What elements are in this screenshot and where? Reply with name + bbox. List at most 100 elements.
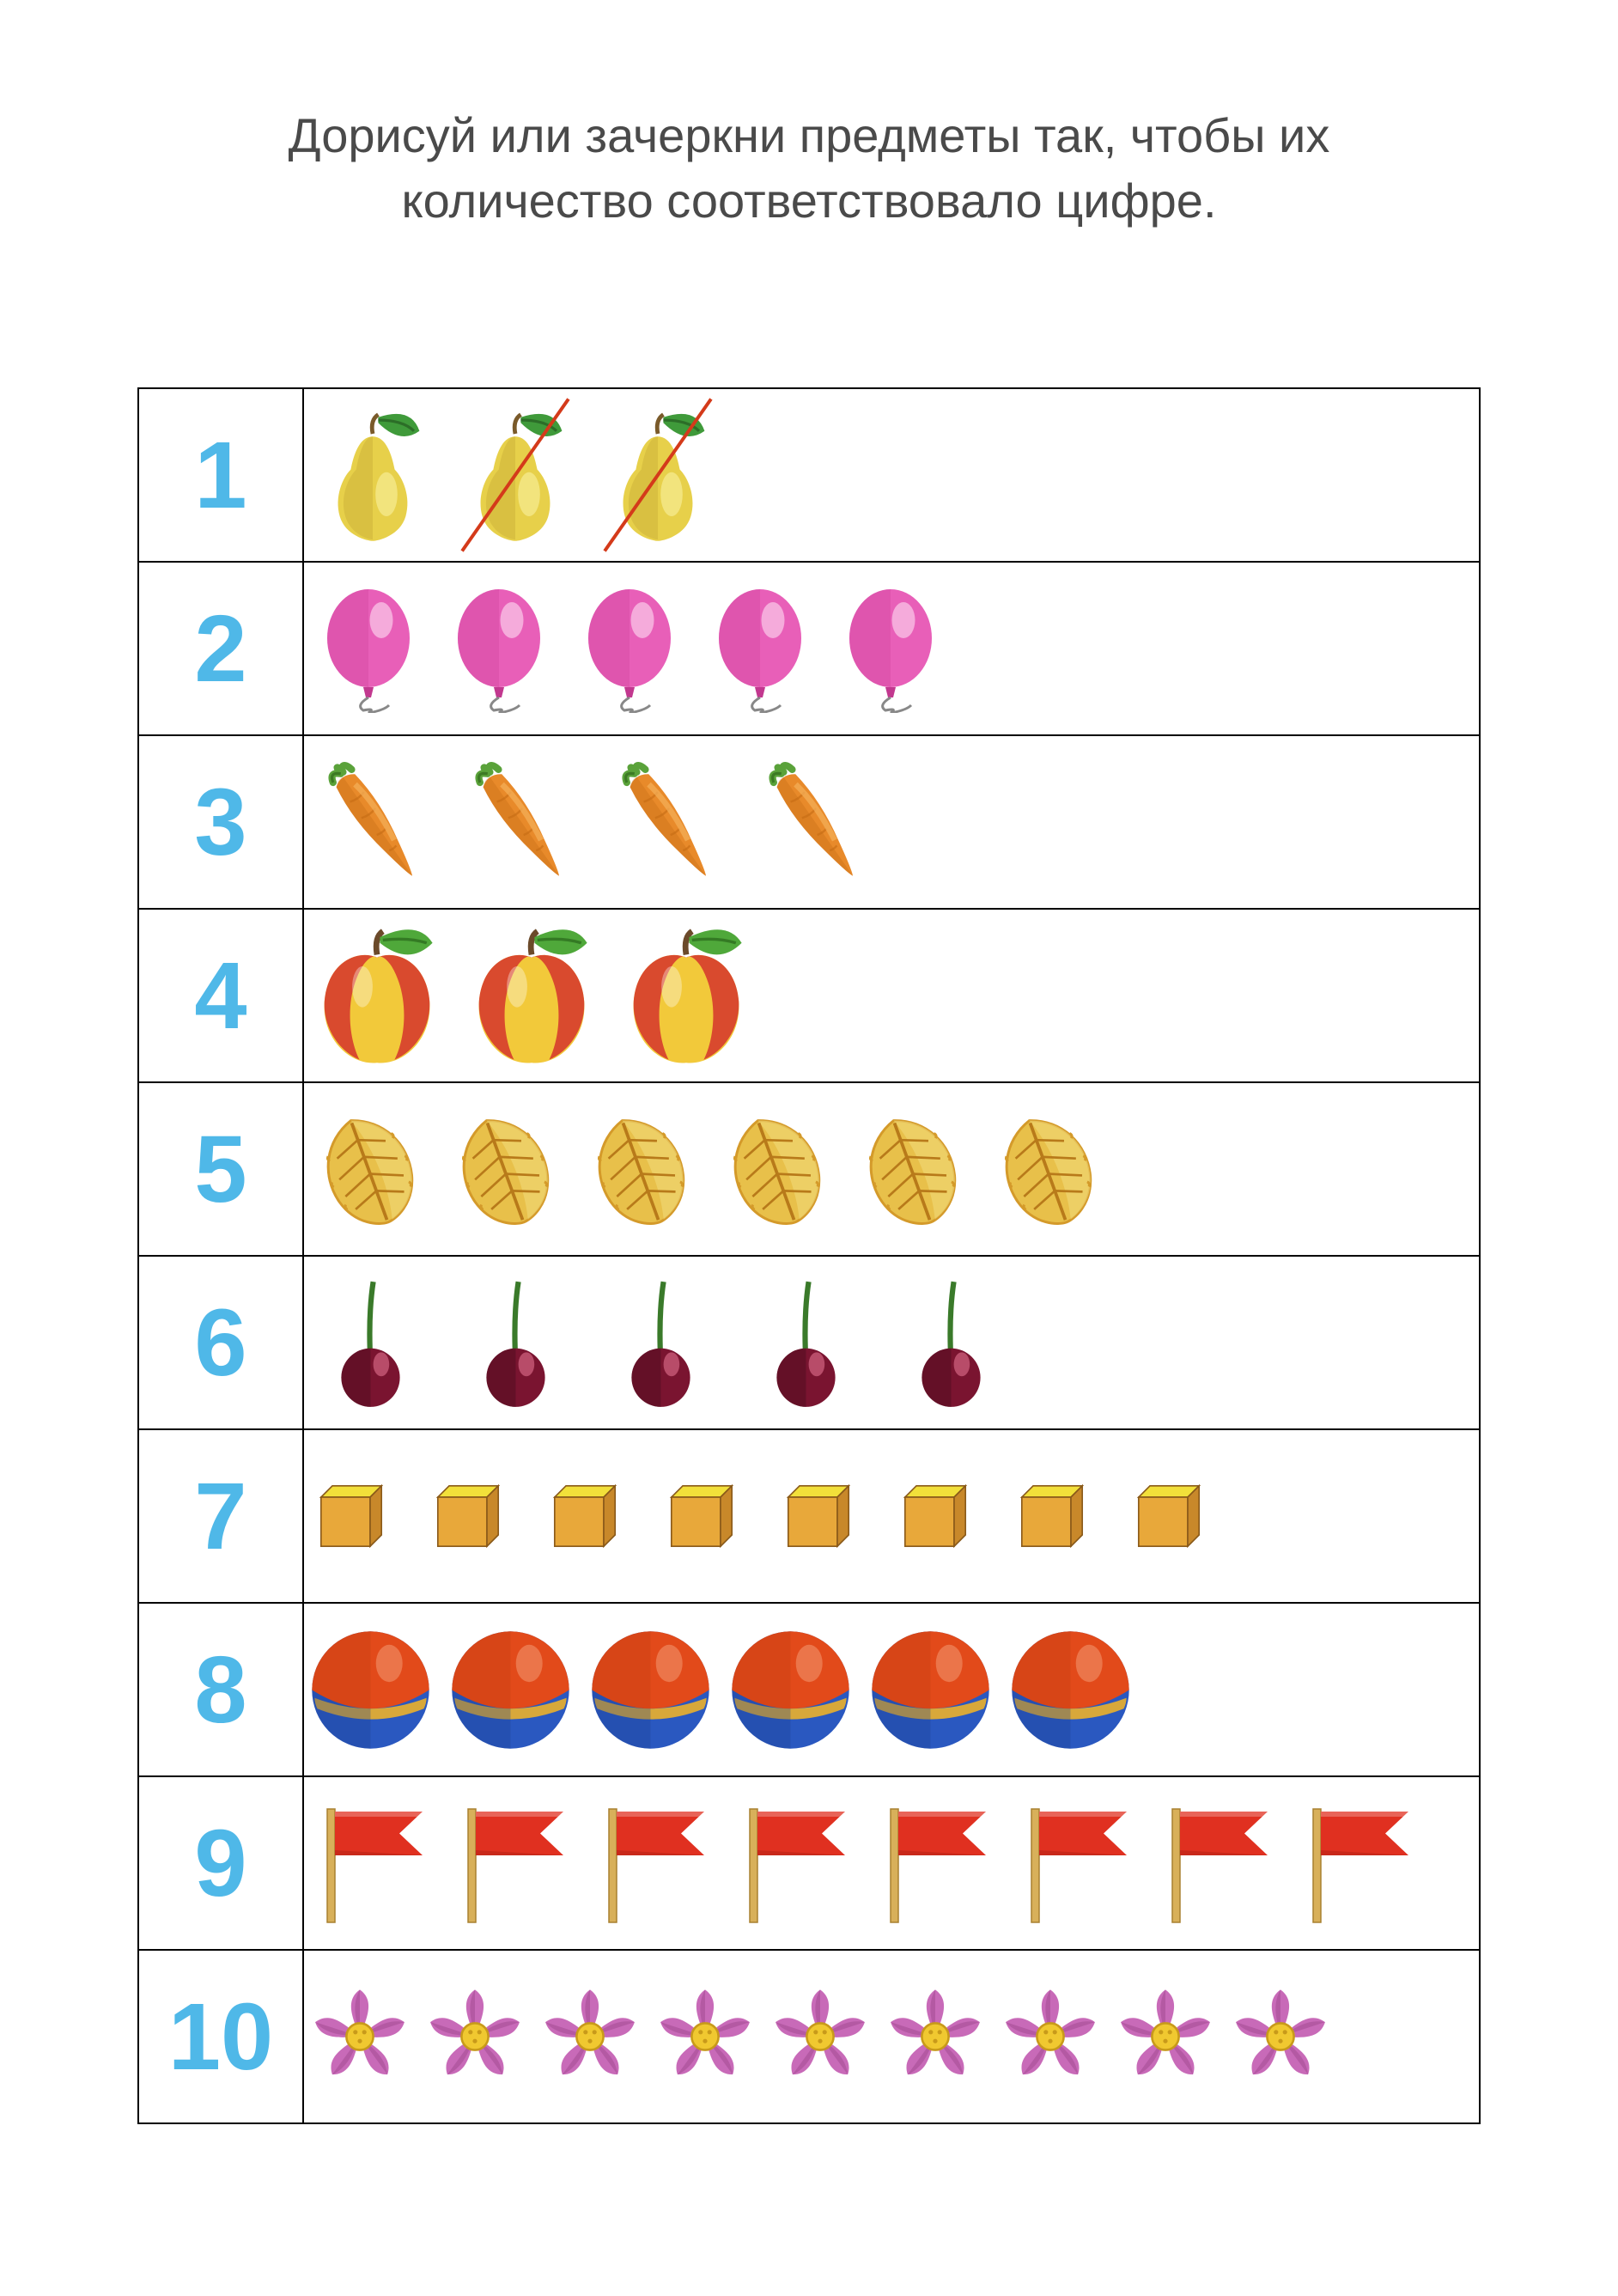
items-cell [303, 388, 1480, 562]
row-number: 10 [168, 1984, 273, 2090]
items-cell [303, 1776, 1480, 1950]
row-number: 5 [194, 1117, 246, 1222]
cube-icon [421, 1469, 515, 1563]
flower-icon [649, 1981, 761, 2092]
items-row [304, 1623, 1479, 1757]
items-cell [303, 735, 1480, 909]
cherry-icon [449, 1276, 582, 1410]
row-number: 6 [194, 1290, 246, 1396]
items-row [304, 584, 1479, 713]
flower-icon [534, 1981, 646, 2092]
instruction-line-1: Дорисуй или зачеркни предметы так, чтобы… [289, 108, 1330, 162]
items-row [304, 1799, 1479, 1928]
items-row [304, 1105, 1479, 1233]
carrot-icon [745, 752, 886, 893]
flower-icon [995, 1981, 1106, 2092]
pear-icon [589, 406, 727, 544]
apple-icon [613, 923, 759, 1069]
cherry-icon [739, 1276, 873, 1410]
flower-icon [879, 1981, 991, 2092]
instruction-text: Дорисуй или зачеркни предметы так, чтобы… [137, 103, 1481, 233]
pear-icon [447, 406, 584, 544]
number-cell: 1 [138, 388, 303, 562]
items-cell [303, 1950, 1480, 2123]
carrot-icon [598, 752, 739, 893]
cube-icon [304, 1469, 398, 1563]
ball-icon [444, 1623, 577, 1757]
number-cell: 5 [138, 1082, 303, 1256]
apple-icon [459, 923, 605, 1069]
items-cell [303, 909, 1480, 1082]
row-number: 7 [194, 1464, 246, 1569]
table-row: 7 [138, 1429, 1480, 1603]
cube-icon [888, 1469, 982, 1563]
items-row [304, 752, 1479, 893]
row-number: 3 [194, 770, 246, 875]
flower-icon [419, 1981, 531, 2092]
table-row: 3 [138, 735, 1480, 909]
balloon-icon [435, 584, 563, 713]
number-cell: 3 [138, 735, 303, 909]
carrot-icon [451, 752, 593, 893]
balloon-icon [696, 584, 824, 713]
items-cell [303, 1429, 1480, 1603]
ball-icon [1004, 1623, 1137, 1757]
worksheet-table: 1 2 [137, 387, 1481, 2124]
instruction-line-2: количество соответствовало цифре. [401, 174, 1216, 228]
leaf-icon [982, 1105, 1111, 1233]
flag-icon [304, 1799, 433, 1928]
row-number: 8 [194, 1637, 246, 1743]
cube-icon [1005, 1469, 1099, 1563]
cherry-icon [594, 1276, 727, 1410]
cube-icon [771, 1469, 866, 1563]
items-row [304, 1469, 1479, 1563]
ball-icon [304, 1623, 437, 1757]
items-row [304, 1276, 1479, 1410]
worksheet-page: Дорисуй или зачеркни предметы так, чтобы… [0, 0, 1618, 2296]
cube-icon [654, 1469, 749, 1563]
row-number: 2 [194, 596, 246, 702]
row-number: 9 [194, 1811, 246, 1916]
items-row [304, 1981, 1479, 2092]
table-row: 1 [138, 388, 1480, 562]
row-number: 4 [194, 943, 246, 1049]
flag-icon [445, 1799, 574, 1928]
cherry-icon [304, 1276, 437, 1410]
flag-icon [1008, 1799, 1137, 1928]
number-cell: 10 [138, 1950, 303, 2123]
items-cell [303, 562, 1480, 735]
apple-icon [304, 923, 450, 1069]
number-cell: 2 [138, 562, 303, 735]
cube-icon [1122, 1469, 1216, 1563]
balloon-icon [826, 584, 955, 713]
cube-icon [538, 1469, 632, 1563]
leaf-icon [575, 1105, 704, 1233]
flag-icon [586, 1799, 715, 1928]
balloon-icon [304, 584, 433, 713]
number-cell: 4 [138, 909, 303, 1082]
table-row: 5 [138, 1082, 1480, 1256]
flower-icon [304, 1981, 416, 2092]
items-row [304, 406, 1479, 544]
flag-icon [727, 1799, 855, 1928]
cherry-icon [885, 1276, 1018, 1410]
items-row [304, 923, 1479, 1069]
items-cell [303, 1256, 1480, 1429]
leaf-icon [304, 1105, 433, 1233]
number-cell: 9 [138, 1776, 303, 1950]
ball-icon [864, 1623, 997, 1757]
items-cell [303, 1082, 1480, 1256]
row-number: 1 [194, 423, 246, 528]
table-row: 2 [138, 562, 1480, 735]
number-cell: 6 [138, 1256, 303, 1429]
table-row: 9 [138, 1776, 1480, 1950]
flower-icon [764, 1981, 876, 2092]
ball-icon [724, 1623, 857, 1757]
ball-icon [584, 1623, 717, 1757]
table-row: 8 [138, 1603, 1480, 1776]
balloon-icon [565, 584, 694, 713]
pear-icon [304, 406, 441, 544]
number-cell: 8 [138, 1603, 303, 1776]
flower-icon [1225, 1981, 1336, 2092]
carrot-icon [304, 752, 446, 893]
